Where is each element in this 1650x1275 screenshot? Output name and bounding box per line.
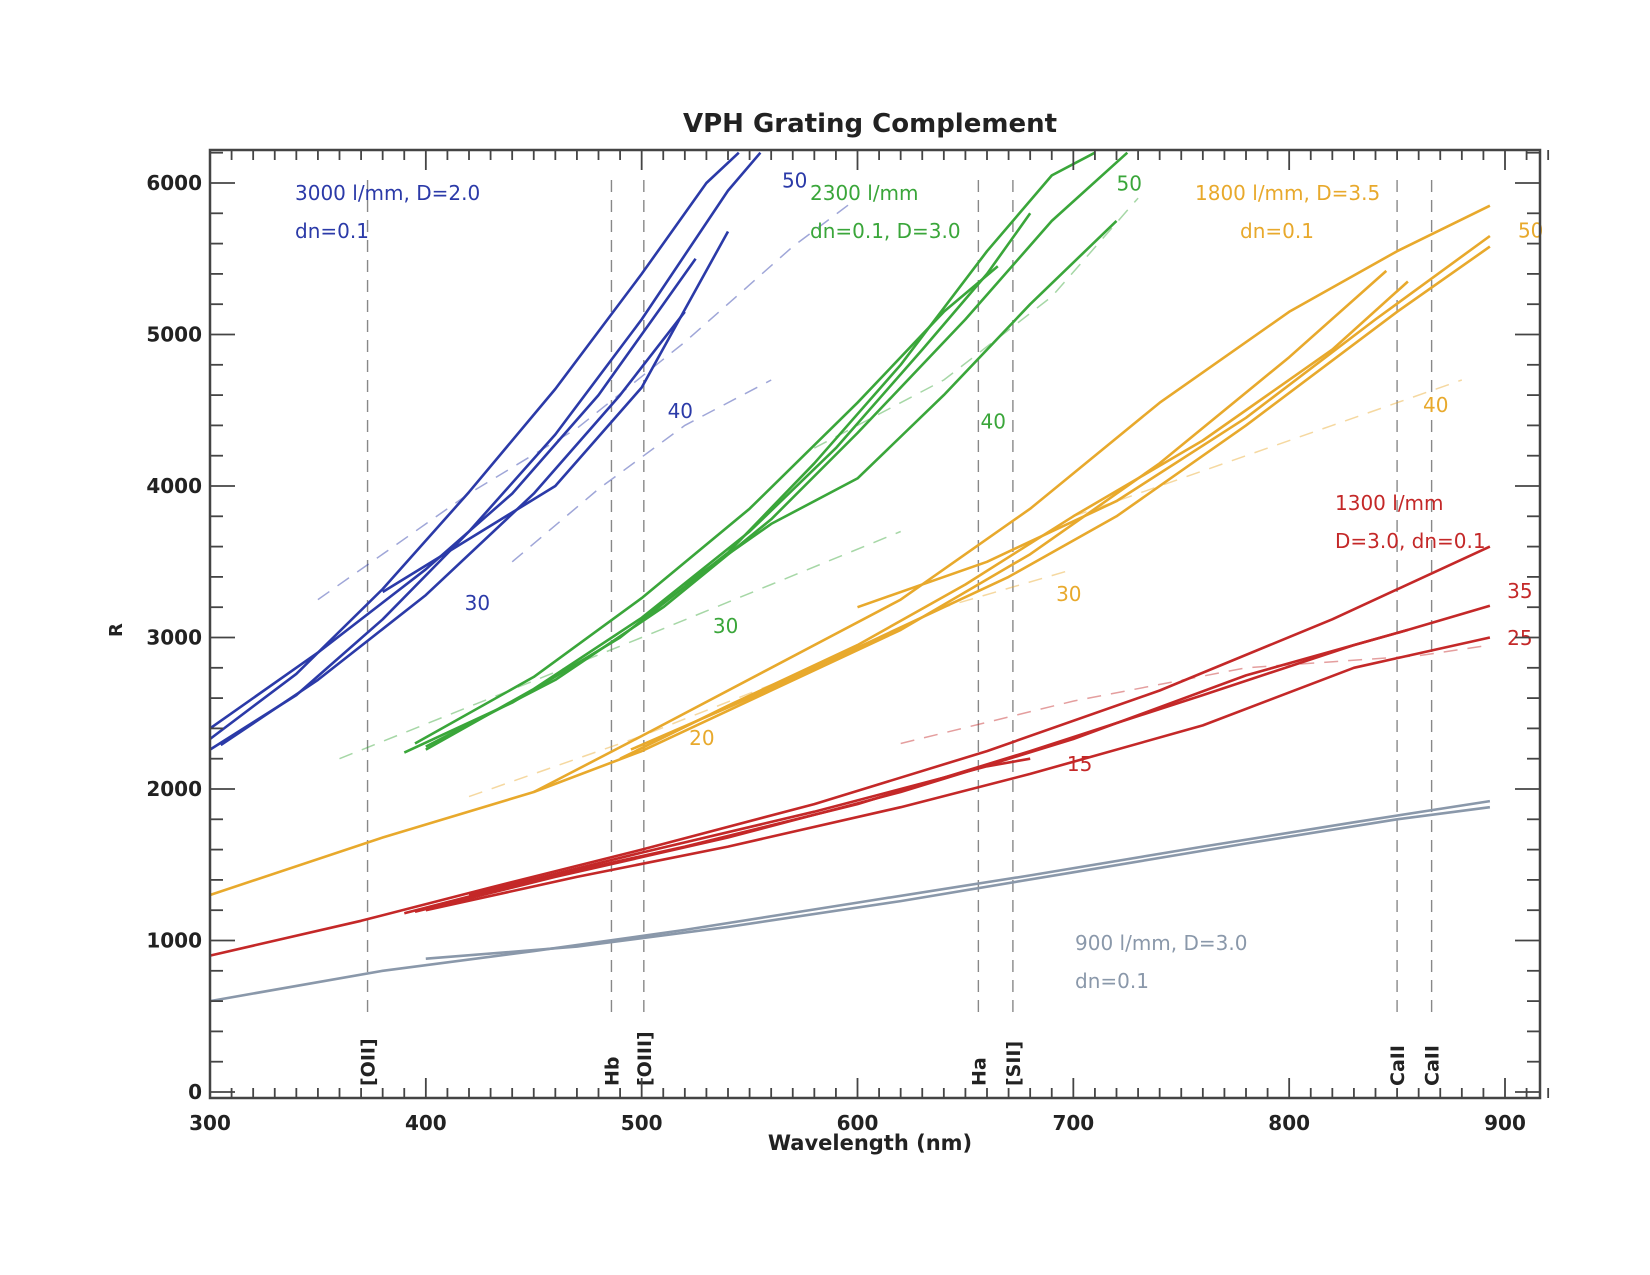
plot-area: [OII] Hb [OIII] Ha [SII] CaII CaII 30 40 50 3000 l… (209, 151, 1543, 1086)
series-contour (209, 258, 697, 730)
series-contour (619, 280, 1409, 760)
series-contour (425, 212, 1032, 751)
angle-label: 40 (981, 409, 1006, 433)
reference-line-label: [OIII] (634, 1031, 656, 1086)
angle-label: 30 (713, 614, 738, 638)
series-dashed-line (468, 568, 1074, 798)
angle-label: 20 (689, 726, 714, 750)
plot-frame (208, 148, 1542, 1100)
series-label: dn=0.1 (295, 219, 369, 243)
series-contour (630, 245, 1491, 751)
series-contour (414, 265, 999, 745)
x-tick-label: 900 (1484, 1111, 1526, 1135)
series-dashed-line (1073, 379, 1463, 518)
series-dashed-line (317, 197, 858, 601)
series-contour (403, 151, 1096, 754)
y-axis-label: R (106, 623, 127, 637)
series-label: dn=0.1, D=3.0 (810, 219, 961, 243)
series-contour (857, 234, 1491, 609)
series-label: 2300 l/mm (810, 181, 919, 205)
angle-label: 40 (1423, 393, 1448, 417)
reference-line-label: [OII] (358, 1038, 380, 1086)
x-tick-label: 700 (1052, 1111, 1094, 1135)
reference-line-label: CaII (1422, 1045, 1444, 1086)
series-label: 3000 l/mm, D=2.0 (295, 181, 480, 205)
series-label: dn=0.1 (1075, 969, 1149, 993)
angle-label: 50 (782, 169, 807, 193)
x-axis-label: Wavelength (nm) (768, 1131, 972, 1155)
series-contour (209, 151, 762, 751)
angle-label: 35 (1507, 579, 1532, 603)
x-tick-label: 500 (621, 1111, 663, 1135)
series-dashed-line (511, 379, 772, 563)
y-axis: 0 1000 2000 3000 4000 5000 6000 (146, 151, 1540, 1104)
series-contour (209, 545, 1491, 957)
plot-border (208, 148, 1542, 1100)
series-dashed-line (813, 197, 1139, 449)
y-tick-label: 3000 (146, 626, 202, 650)
angle-label: 40 (668, 399, 693, 423)
chart-title: VPH Grating Complement (683, 109, 1057, 139)
reference-line-label: Hb (601, 1056, 623, 1086)
angle-label: 30 (465, 591, 490, 615)
x-axis: 300 400 500 600 700 800 900 (189, 150, 1550, 1135)
series-contour (209, 151, 740, 741)
series-0: 30 40 50 3000 l/mm, D=2.0 dn=0.1 (209, 151, 858, 751)
series-contour (468, 757, 1031, 897)
reference-line-label: Ha (968, 1057, 990, 1086)
series-contour (209, 204, 1491, 897)
y-tick-label: 2000 (146, 777, 202, 801)
series-contour (533, 269, 1388, 794)
y-tick-label: 0 (188, 1080, 202, 1104)
series-contour (425, 151, 1129, 748)
series-contour (425, 636, 1491, 912)
angle-label: 15 (1067, 752, 1092, 776)
x-tick-label: 400 (405, 1111, 447, 1135)
y-tick-label: 4000 (146, 474, 202, 498)
x-tick-label: 800 (1268, 1111, 1310, 1135)
angle-label: 30 (1056, 582, 1081, 606)
series-label: dn=0.1 (1240, 219, 1314, 243)
series-label: 1300 l/mm (1335, 491, 1444, 515)
series-contour (220, 311, 686, 747)
x-tick-label: 300 (189, 1111, 231, 1135)
y-tick-label: 5000 (146, 323, 202, 347)
series-label: D=3.0, dn=0.1 (1335, 529, 1486, 553)
series-label: 900 l/mm, D=3.0 (1075, 931, 1247, 955)
series-contour (684, 219, 1118, 586)
angle-label: 50 (1117, 172, 1142, 196)
series-contour (209, 799, 1491, 1003)
reference-line-label: CaII (1387, 1045, 1409, 1086)
x-tick-label: 600 (837, 1111, 879, 1135)
y-tick-label: 1000 (146, 929, 202, 953)
series-label: 1800 l/mm, D=3.5 (1195, 181, 1380, 205)
series-contour (425, 805, 1491, 960)
series-dashed-line (339, 530, 901, 760)
series-4: 900 l/mm, D=3.0 dn=0.1 (209, 799, 1491, 1003)
series-contour (382, 230, 730, 594)
y-tick-label: 6000 (146, 171, 202, 195)
reference-line-label: [SII] (1003, 1041, 1025, 1086)
